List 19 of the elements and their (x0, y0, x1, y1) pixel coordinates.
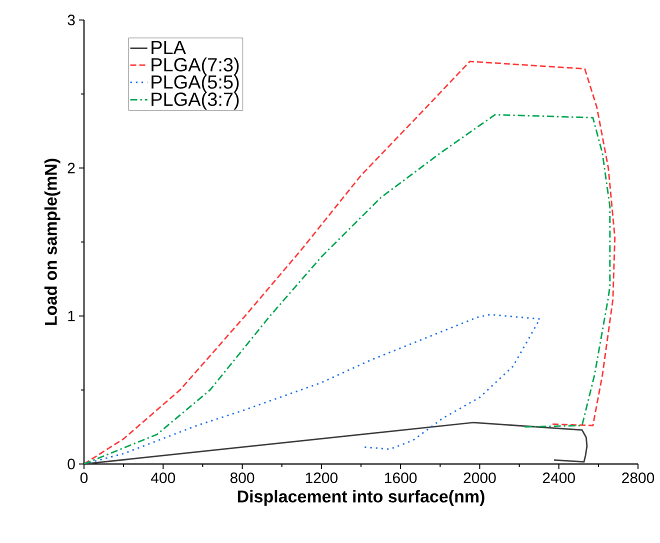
legend-label: PLGA(7:3) (152, 58, 239, 76)
y-tick-label: 0 (68, 458, 75, 470)
legend-label: PLA (152, 40, 186, 54)
x-tick-label: 1600 (385, 472, 417, 484)
x-tick-label: 400 (150, 472, 176, 484)
x-tick-label: 2800 (622, 472, 654, 484)
x-tick-label: 800 (230, 472, 254, 484)
x-tick-label: 0 (80, 472, 88, 484)
line-series (84, 422, 588, 464)
x-tick-label: 1200 (306, 472, 338, 484)
legend-label: PLGA(3:7) (152, 92, 239, 110)
x-tick-label: 2000 (464, 472, 496, 484)
y-axis-title: Load on sample(mN) (44, 158, 60, 325)
x-axis-title: Displacement into surface(nm) (238, 490, 484, 506)
legend-label: PLGA(5:5) (152, 74, 239, 92)
y-tick-label: 3 (68, 14, 75, 26)
y-tick-label: 2 (68, 162, 75, 174)
x-tick-label: 2400 (542, 472, 575, 484)
y-tick-label: 1 (68, 310, 75, 322)
